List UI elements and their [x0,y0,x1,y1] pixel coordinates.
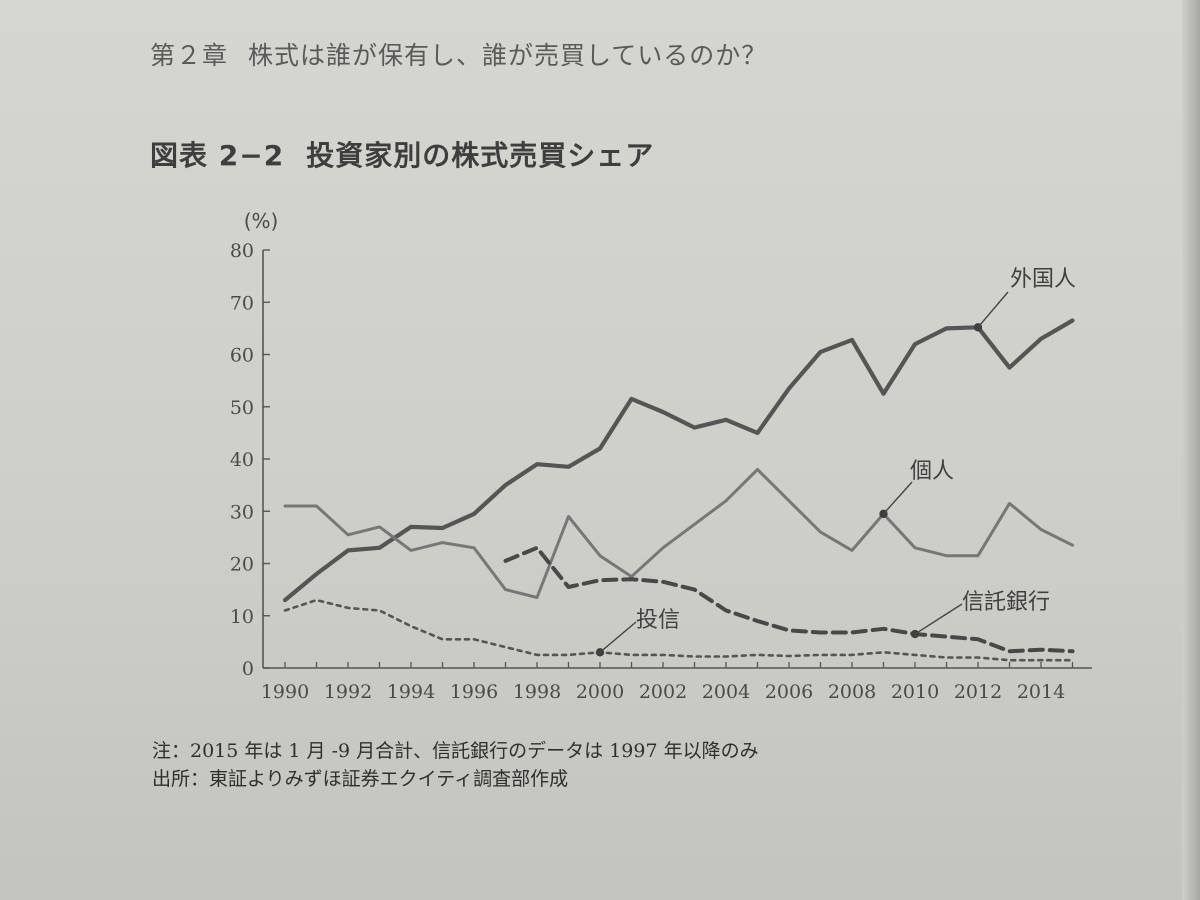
chapter-title: 株式は誰が保有し、誰が売買しているのか？ [248,41,768,70]
x-tick-label: 2008 [828,681,876,703]
y-tick-label: 30 [230,501,254,523]
chart-series [282,318,1075,662]
x-tick-label: 1992 [324,681,372,703]
series-line-1 [283,468,1074,599]
note-line: 注：2015 年は 1 月 -9 月合計、信託銀行のデータは 1997 年以降の… [152,740,759,762]
series-leader-line [977,291,1009,328]
y-tick-label: 50 [230,397,254,419]
figure-number: 図表 2−2 [150,139,285,172]
y-tick-label: 40 [230,449,254,471]
x-tick-label: 2002 [639,681,687,703]
series-line-3 [283,598,1074,662]
series-label: 個人 [910,459,954,484]
series-line-2 [503,545,1075,654]
chart-axes: 0 10 20 30 40 50 60 70 80 (%) 1990 1992 1994 1996 1998… [230,209,1092,703]
x-tick-label: 2004 [702,681,750,703]
x-tick-label: 1994 [387,681,435,703]
x-tick-label: 2006 [765,681,813,703]
figure-caption: 投資家別の株式売買シェア [306,139,655,172]
figure-title: 図表 2−2 投資家別の株式売買シェア [150,134,654,174]
series-label: 投信 [636,608,680,633]
y-tick-label: 10 [230,606,254,628]
page-edge [1182,0,1200,900]
figure-notes: 注：2015 年は 1 月 -9 月合計、信託銀行のデータは 1997 年以降の… [152,737,759,793]
y-tick-label: 0 [242,658,254,680]
running-head: 第２章 株式は誰が保有し、誰が売買しているのか？ [150,36,767,72]
x-tick-label: 1996 [450,681,498,703]
y-tick-label: 20 [230,554,254,576]
x-tick-label: 1998 [513,681,561,703]
series-leader-line [599,621,637,653]
y-tick-label: 80 [230,240,254,262]
x-tick-label: 2010 [891,681,939,703]
series-label: 外国人 [1010,267,1076,292]
x-tick-label: 2012 [954,681,1002,703]
y-tick-label: 70 [230,292,254,314]
x-tick-label: 1990 [261,681,309,703]
y-tick-label: 60 [230,345,254,367]
chapter-number: 第２章 [150,41,229,70]
series-leader-line [882,481,913,515]
series-line-0 [282,318,1075,603]
series-leader-line [914,603,963,635]
series-label: 信託銀行 [962,590,1050,615]
x-tick-label: 2000 [576,681,624,703]
source-line: 出所：東証よりみずほ証券エクイティ調査部作成 [152,768,569,790]
y-axis-unit-label: (%) [244,209,279,233]
x-tick-label: 2014 [1017,681,1065,703]
